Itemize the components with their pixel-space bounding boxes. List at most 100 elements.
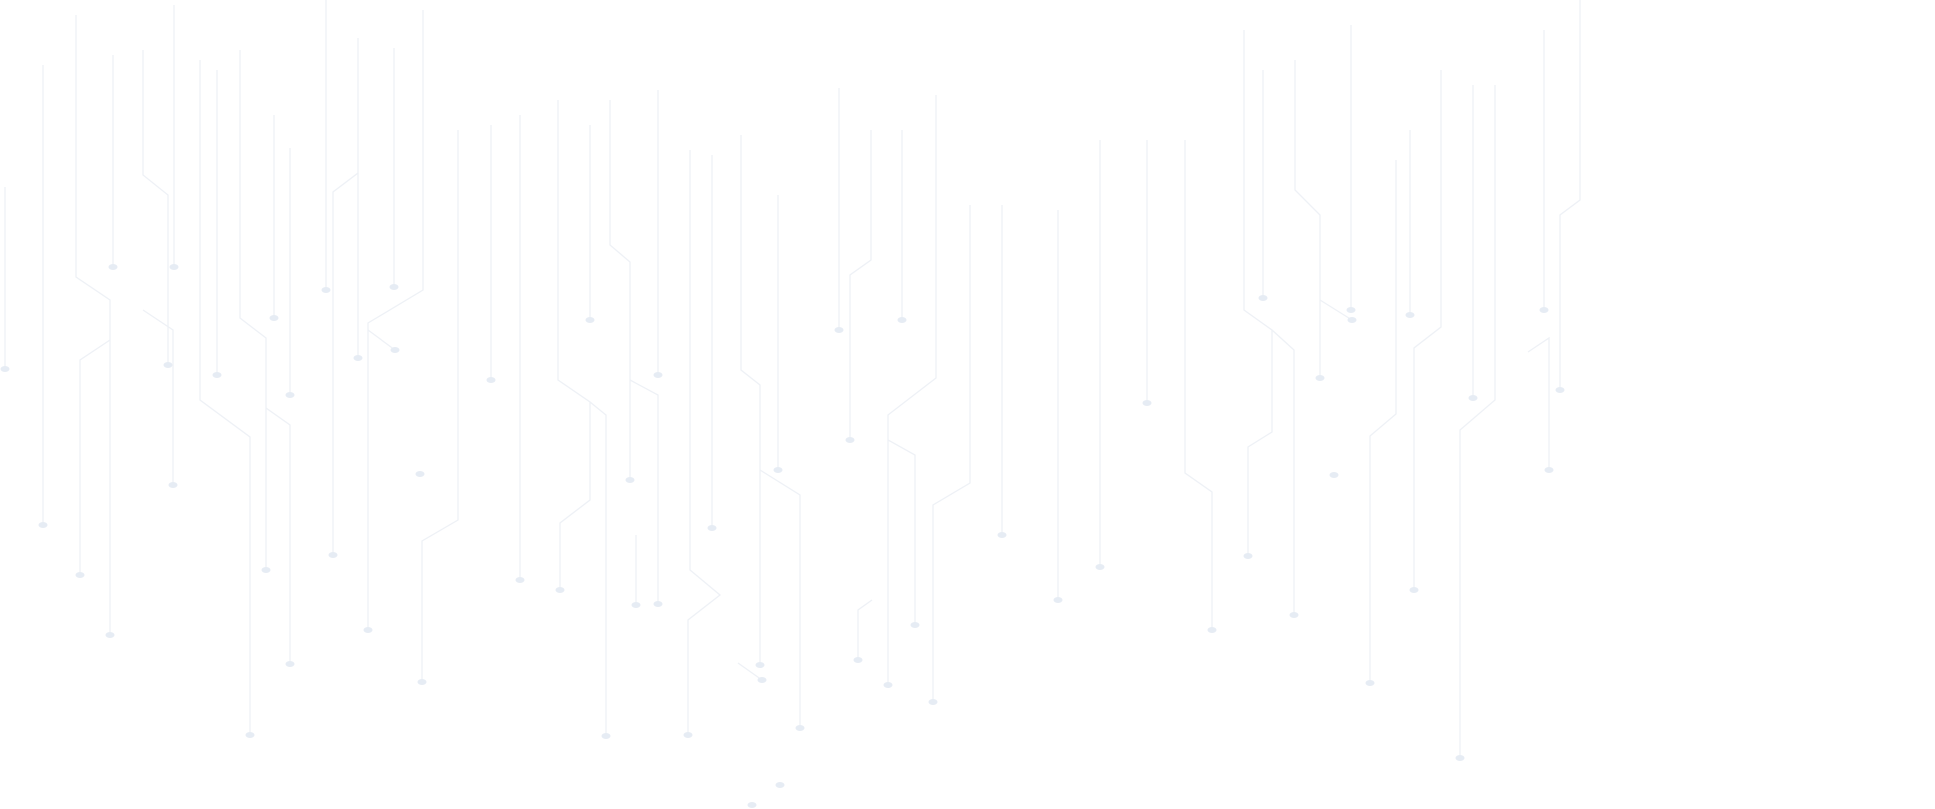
circuit-node xyxy=(757,677,767,683)
circuit-trace xyxy=(1294,60,1321,378)
circuit-node xyxy=(747,802,757,808)
circuit-trace xyxy=(589,401,607,736)
circuit-trace xyxy=(1243,30,1273,556)
circuit-node xyxy=(1409,587,1419,593)
circuit-trace xyxy=(1271,329,1295,615)
circuit-node xyxy=(1243,553,1253,559)
circuit-trace xyxy=(75,15,111,635)
circuit-trace xyxy=(1319,299,1353,321)
circuit-node xyxy=(328,552,338,558)
circuit-node xyxy=(1053,597,1063,603)
circuit-node xyxy=(1207,627,1217,633)
circuit-trace xyxy=(367,10,424,630)
circuit-node xyxy=(1329,472,1339,478)
circuit-trace xyxy=(1527,336,1550,470)
circuit-node xyxy=(363,627,373,633)
circuit-trace xyxy=(759,469,801,728)
circuit-node xyxy=(321,287,331,293)
circuit-node xyxy=(261,567,271,573)
circuit-trace xyxy=(421,130,459,682)
circuit-node xyxy=(486,377,496,383)
circuit-node xyxy=(38,522,48,528)
circuit-node xyxy=(883,682,893,688)
circuit-node xyxy=(683,732,693,738)
circuit-trace xyxy=(79,339,111,575)
circuit-node xyxy=(105,632,115,638)
circuit-trace xyxy=(687,150,722,735)
circuit-trace xyxy=(1559,0,1581,390)
circuit-node xyxy=(653,372,663,378)
circuit-node xyxy=(353,355,363,361)
circuit-trace xyxy=(887,95,937,685)
circuit-node xyxy=(75,572,85,578)
circuit-node xyxy=(1289,612,1299,618)
circuit-trace xyxy=(265,407,291,664)
circuit-trace xyxy=(332,38,359,555)
circuit-node xyxy=(417,679,427,685)
circuit-node xyxy=(653,601,663,607)
circuit-trace xyxy=(1369,160,1397,683)
circuit-node xyxy=(108,264,118,270)
circuit-node xyxy=(269,315,279,321)
circuit-node xyxy=(555,587,565,593)
circuit-node xyxy=(245,732,255,738)
circuit-trace xyxy=(142,50,169,365)
circuit-node xyxy=(1468,395,1478,401)
circuit-trace xyxy=(1184,140,1213,630)
circuit-node xyxy=(853,657,863,663)
circuit-node xyxy=(1258,295,1268,301)
circuit-node xyxy=(707,525,717,531)
circuit-node xyxy=(625,477,635,483)
circuit-node xyxy=(1347,317,1357,323)
circuit-node xyxy=(631,602,641,608)
circuit-trace xyxy=(609,100,631,480)
circuit-node xyxy=(390,347,400,353)
circuit-node xyxy=(795,725,805,731)
circuit-node xyxy=(1455,755,1465,761)
circuit-node xyxy=(285,392,295,398)
circuit-trace xyxy=(737,662,763,681)
circuit-trace xyxy=(740,135,761,665)
circuit-node xyxy=(168,482,178,488)
circuit-node xyxy=(928,699,938,705)
circuit-node xyxy=(897,317,907,323)
circuit-trace xyxy=(932,205,971,702)
circuit-node xyxy=(755,662,765,668)
circuit-node xyxy=(169,264,179,270)
circuit-node xyxy=(585,317,595,323)
circuit-node xyxy=(1365,680,1375,686)
circuit-trace xyxy=(887,439,916,625)
circuit-node xyxy=(1315,375,1325,381)
circuit-node xyxy=(601,733,611,739)
circuit-node xyxy=(910,622,920,628)
circuit-node xyxy=(773,467,783,473)
circuit-node xyxy=(845,437,855,443)
circuit-node xyxy=(1539,307,1549,313)
circuit-trace xyxy=(629,379,659,604)
circuit-trace xyxy=(239,50,267,570)
circuit-trace xyxy=(199,60,251,735)
circuit-trace xyxy=(849,130,872,440)
circuit-node xyxy=(1555,387,1565,393)
circuit-node xyxy=(415,471,425,477)
circuit-node xyxy=(997,532,1007,538)
circuit-node xyxy=(834,327,844,333)
circuit-trace xyxy=(1459,85,1496,758)
circuit-node xyxy=(0,366,10,372)
circuit-trace xyxy=(857,599,873,660)
circuit-node xyxy=(389,284,399,290)
circuit-trace xyxy=(367,329,396,351)
circuit-node xyxy=(1405,312,1415,318)
circuit-node xyxy=(775,782,785,788)
circuit-node xyxy=(1346,307,1356,313)
circuit-trace xyxy=(1413,70,1442,590)
circuit-node xyxy=(1544,467,1554,473)
circuit-node xyxy=(163,362,173,368)
circuit-node xyxy=(212,372,222,378)
circuit-node xyxy=(1095,564,1105,570)
circuit-node xyxy=(285,661,295,667)
circuit-trace xyxy=(142,309,174,485)
circuit-trace xyxy=(557,100,591,590)
circuit-node xyxy=(515,577,525,583)
